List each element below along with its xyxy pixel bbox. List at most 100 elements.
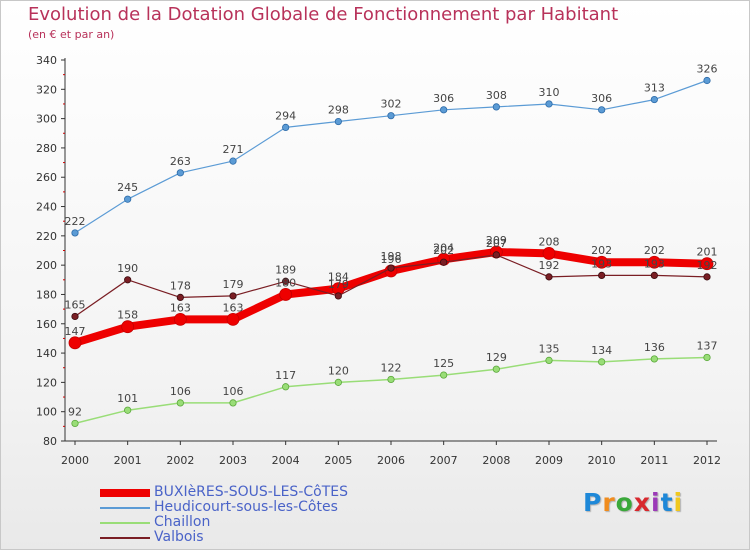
- data-label: 198: [381, 250, 402, 263]
- data-label: 117: [275, 369, 296, 382]
- data-label: 134: [591, 344, 612, 357]
- data-label: 298: [328, 104, 349, 117]
- data-point: [492, 251, 500, 259]
- data-point: [229, 399, 237, 407]
- logo-letter: i: [651, 488, 661, 517]
- logo-letter: x: [633, 488, 651, 517]
- data-point: [545, 273, 553, 281]
- x-tick-label: 2001: [114, 454, 142, 467]
- data-label: 179: [328, 278, 349, 291]
- data-point: [387, 112, 395, 120]
- logo-letter: i: [673, 488, 684, 517]
- data-point: [440, 106, 448, 114]
- data-point: [71, 419, 79, 428]
- legend-label: Heudicourt-sous-les-Côtes: [154, 499, 338, 515]
- data-label: 92: [68, 405, 82, 418]
- data-label: 163: [223, 301, 244, 314]
- data-label: 306: [591, 92, 612, 105]
- logo-letter: t: [660, 488, 674, 517]
- y-tick-label: 200: [36, 259, 57, 272]
- data-point: [703, 76, 711, 85]
- y-tick-label: 320: [36, 83, 57, 96]
- x-tick-label: 2007: [430, 454, 458, 467]
- data-label: 122: [381, 361, 402, 374]
- y-tick-label: 220: [36, 230, 57, 243]
- data-point: [229, 157, 237, 165]
- data-point: [282, 123, 290, 132]
- data-point: [387, 264, 395, 272]
- x-tick-label: 2008: [482, 454, 510, 467]
- x-tick-label: 2000: [61, 454, 89, 467]
- data-label: 201: [697, 246, 718, 259]
- y-tick-label: 180: [36, 288, 57, 301]
- x-tick-label: 2011: [640, 454, 668, 467]
- chart-title: Evolution de la Dotation Globale de Fonc…: [28, 4, 619, 25]
- y-tick-label: 300: [36, 113, 57, 126]
- legend-swatch: [100, 507, 150, 509]
- y-tick-label: 120: [36, 376, 57, 389]
- data-label: 189: [275, 263, 296, 276]
- data-label: 202: [644, 244, 665, 257]
- x-tick-label: 2002: [166, 454, 194, 467]
- data-label: 308: [486, 89, 507, 102]
- x-tick-label: 2010: [588, 454, 616, 467]
- data-label: 294: [275, 109, 296, 122]
- data-label: 190: [117, 262, 138, 275]
- data-label: 193: [591, 257, 612, 270]
- x-tick-label: 2004: [272, 454, 300, 467]
- data-label: 208: [539, 235, 560, 248]
- data-point: [387, 375, 395, 384]
- data-point: [124, 195, 132, 203]
- x-tick-label: 2005: [324, 454, 352, 467]
- x-tick-label: 2012: [693, 454, 721, 467]
- data-label: 204: [433, 241, 454, 254]
- y-tick-label: 100: [36, 406, 57, 419]
- data-point: [703, 273, 711, 281]
- data-label: 179: [223, 278, 244, 291]
- y-tick-label: 160: [36, 318, 57, 331]
- data-label: 129: [486, 351, 507, 364]
- data-label: 135: [539, 342, 560, 355]
- data-point: [492, 365, 500, 373]
- data-label: 302: [381, 98, 402, 111]
- legend-swatch: [100, 522, 150, 524]
- data-label: 306: [433, 92, 454, 105]
- data-label: 245: [117, 181, 138, 194]
- data-point: [71, 229, 79, 237]
- logo-letter: o: [615, 488, 634, 517]
- data-label: 310: [539, 86, 560, 99]
- data-point: [282, 383, 290, 391]
- data-label: 137: [697, 339, 718, 352]
- data-label: 106: [223, 385, 244, 398]
- legend-label: Valbois: [154, 529, 204, 545]
- data-point: [334, 378, 342, 386]
- data-label: 184: [328, 271, 349, 284]
- data-point: [334, 292, 342, 300]
- data-label: 165: [65, 298, 86, 311]
- data-label: 192: [539, 259, 560, 272]
- data-label: 207: [486, 237, 507, 250]
- data-label: 120: [328, 364, 349, 377]
- data-point: [440, 371, 448, 379]
- data-point: [595, 255, 609, 269]
- logo-letter: r: [602, 488, 616, 517]
- data-label: 271: [223, 143, 244, 156]
- data-label: 313: [644, 82, 665, 95]
- data-point: [176, 169, 184, 177]
- data-point: [700, 257, 714, 271]
- data-label: 192: [697, 259, 718, 272]
- data-label: 202: [591, 244, 612, 257]
- logo-letter: P: [583, 488, 603, 517]
- data-point: [650, 271, 658, 280]
- data-point: [542, 247, 556, 260]
- x-tick-label: 2006: [377, 454, 405, 467]
- data-point: [650, 355, 658, 363]
- data-label: 222: [65, 215, 86, 228]
- data-label: 136: [644, 341, 665, 354]
- legend-swatch: [100, 537, 150, 539]
- data-point: [440, 258, 448, 266]
- data-point: [650, 95, 658, 104]
- data-point: [492, 103, 500, 111]
- data-point: [124, 276, 132, 284]
- x-tick-label: 2009: [535, 454, 563, 467]
